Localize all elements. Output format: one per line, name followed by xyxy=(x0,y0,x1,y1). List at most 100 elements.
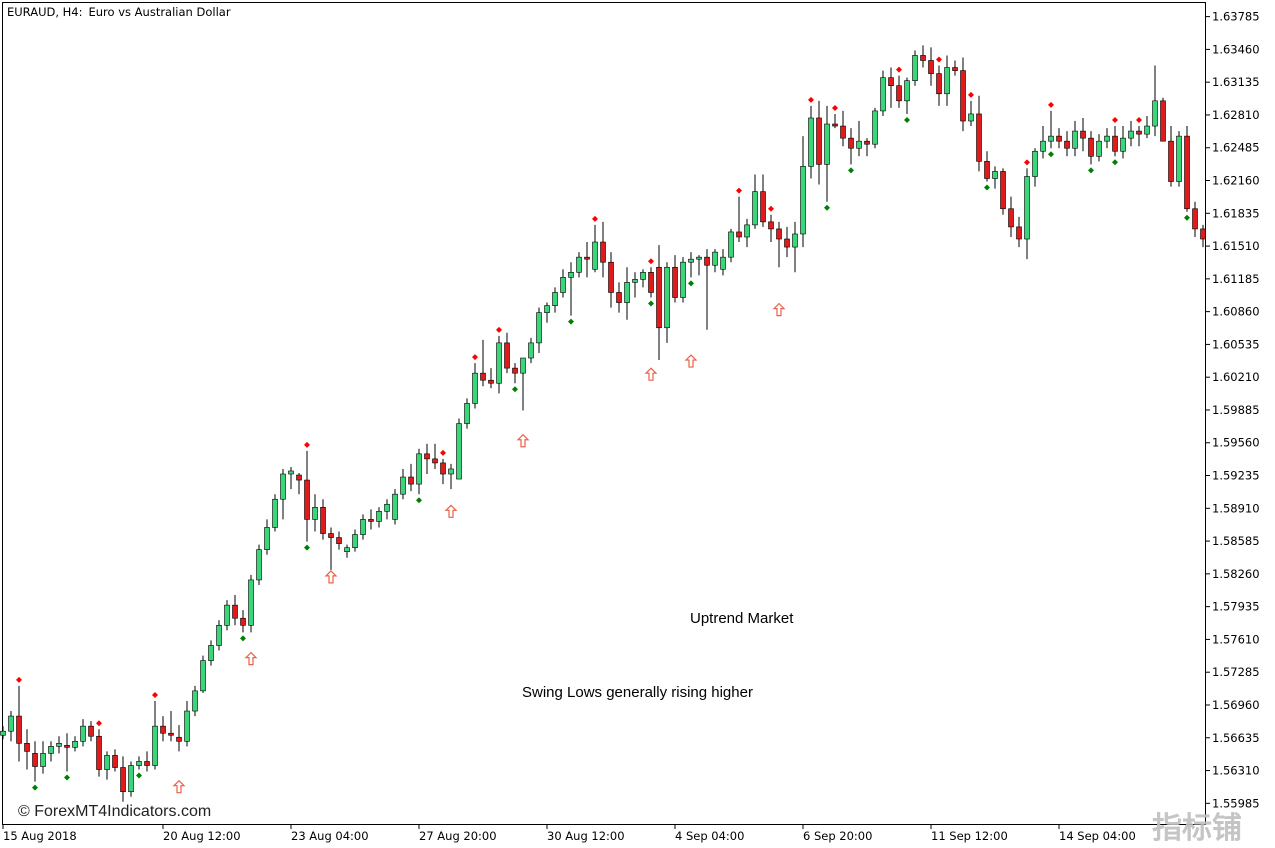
candle xyxy=(384,499,390,520)
swing-high-marker xyxy=(96,720,102,727)
swing-high-marker xyxy=(896,66,902,73)
candle-body xyxy=(224,604,230,626)
candle xyxy=(1032,148,1038,187)
swing-low-marker xyxy=(568,318,574,325)
candle xyxy=(736,196,742,243)
candle xyxy=(544,302,550,323)
candle-body xyxy=(488,379,494,384)
y-tick-label: 1.57610 xyxy=(1212,632,1260,646)
candle-body xyxy=(112,755,118,768)
candle xyxy=(432,443,438,469)
candle-body xyxy=(752,191,758,226)
candle xyxy=(1040,126,1046,159)
plot-frame xyxy=(2,2,1206,825)
up-arrow-icon xyxy=(444,504,458,518)
candle xyxy=(176,725,182,752)
candle-body xyxy=(568,271,574,278)
candle-body xyxy=(792,233,798,248)
swing-high-marker xyxy=(768,205,774,212)
x-tick-label: 14 Sep 04:00 xyxy=(1059,829,1136,843)
candle-body xyxy=(864,140,870,145)
candle xyxy=(944,55,950,106)
candle xyxy=(1120,126,1126,159)
candle xyxy=(1088,131,1094,165)
y-tick-label: 1.59235 xyxy=(1212,469,1260,483)
up-arrow-icon xyxy=(684,354,698,368)
candle-body xyxy=(560,277,566,293)
candle-body xyxy=(760,191,766,223)
candle xyxy=(616,282,622,313)
candle-body xyxy=(696,256,702,260)
candle-body xyxy=(872,110,878,145)
candle xyxy=(1048,110,1054,149)
swing-low-marker xyxy=(688,280,694,287)
candle xyxy=(816,100,822,185)
swing-high-marker xyxy=(304,441,310,448)
chart-symbol: EURAUD, H4: xyxy=(7,5,83,19)
candle-body xyxy=(616,292,622,303)
candle-body xyxy=(480,372,486,381)
candle xyxy=(24,729,30,770)
candle-body xyxy=(728,231,734,258)
swing-high-marker xyxy=(16,676,22,683)
chart-description: Euro vs Australian Dollar xyxy=(89,5,231,19)
y-tick-label: 1.58585 xyxy=(1212,534,1260,548)
candle xyxy=(80,719,86,747)
y-tick-label: 1.62485 xyxy=(1212,141,1260,155)
candle-body xyxy=(1104,135,1110,142)
swing-high-marker xyxy=(472,354,478,361)
candle xyxy=(152,700,158,770)
candle-body xyxy=(592,241,598,270)
candle-body xyxy=(968,113,974,122)
candle-body xyxy=(288,470,294,475)
candle-body xyxy=(1016,226,1022,240)
candle-body xyxy=(512,367,518,374)
candle xyxy=(928,47,934,86)
candle-body xyxy=(712,251,718,266)
candle-body xyxy=(264,527,270,550)
candle-body xyxy=(168,732,174,736)
candle xyxy=(880,70,886,116)
candle xyxy=(808,105,814,179)
candle xyxy=(656,245,662,361)
candle-body xyxy=(56,743,62,747)
candle-body xyxy=(784,238,790,248)
candle xyxy=(408,463,414,492)
candle xyxy=(480,339,486,387)
candle-body xyxy=(1008,208,1014,228)
candle-body xyxy=(320,506,326,534)
y-tick-label: 1.60535 xyxy=(1212,337,1260,351)
candle xyxy=(832,113,838,129)
candle xyxy=(320,499,326,540)
candle xyxy=(112,749,118,772)
swing-lows-annotation: Swing Lows generally rising higher xyxy=(522,684,753,701)
candle xyxy=(144,751,150,772)
candle xyxy=(744,218,750,248)
swing-high-marker xyxy=(832,104,838,111)
x-tick-label: 27 Aug 20:00 xyxy=(419,829,497,843)
price-axis: 1.63785 1.63460 1.63135 1.62810 1.62485 1.621… xyxy=(1206,10,1260,810)
x-tick-label: 6 Sep 20:00 xyxy=(803,829,872,843)
swing-high-marker xyxy=(1048,101,1054,108)
candle-body xyxy=(1144,125,1150,135)
candle xyxy=(576,252,582,278)
candle xyxy=(16,685,22,762)
swing-low-marker xyxy=(984,184,990,191)
candle xyxy=(232,595,238,626)
candle-body xyxy=(1080,130,1086,139)
y-tick-label: 1.59885 xyxy=(1212,403,1260,417)
candle xyxy=(632,272,638,298)
candle-body xyxy=(888,77,894,87)
candle xyxy=(1072,121,1078,157)
candle xyxy=(752,174,758,229)
candle-body xyxy=(312,506,318,520)
candle-body xyxy=(352,534,358,548)
up-arrow-icon xyxy=(516,433,530,448)
candle-body xyxy=(720,256,726,270)
x-tick-label: 15 Aug 2018 xyxy=(3,829,77,843)
candle-body xyxy=(120,767,126,793)
up-arrow-icon xyxy=(324,570,338,584)
candle xyxy=(40,741,46,774)
candle xyxy=(392,489,398,525)
swing-low-marker xyxy=(1184,214,1190,221)
